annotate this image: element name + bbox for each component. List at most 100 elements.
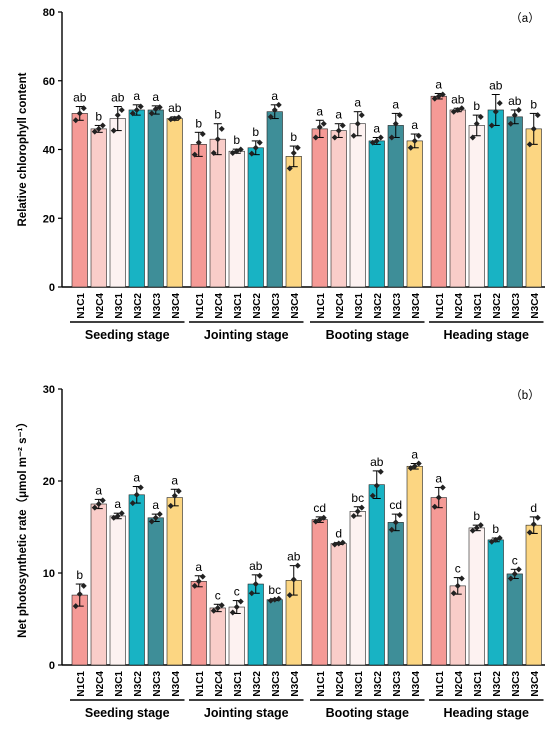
- significance-label: ab: [370, 455, 384, 469]
- data-point: [91, 128, 98, 135]
- significance-label: b: [195, 116, 202, 130]
- significance-label: a: [392, 97, 399, 111]
- category-label: N2C4: [95, 293, 106, 319]
- y-tick-label: 20: [43, 476, 55, 488]
- category-label: N3C4: [171, 671, 182, 697]
- significance-label: cd: [313, 501, 326, 515]
- data-point: [431, 95, 438, 102]
- bar-n2c4: [449, 109, 466, 288]
- data-point: [331, 541, 338, 548]
- bar-n3c4: [166, 497, 183, 666]
- data-point: [275, 101, 282, 108]
- data-point: [133, 491, 140, 498]
- group-label: Jointing stage: [204, 706, 289, 720]
- category-label: N3C2: [252, 293, 263, 319]
- data-point: [411, 137, 418, 144]
- data-point: [275, 595, 282, 602]
- bar-n3c3: [506, 116, 523, 288]
- bar-n3c1: [228, 606, 245, 666]
- data-point: [515, 106, 522, 113]
- category-label: N3C1: [233, 293, 244, 319]
- significance-label: a: [411, 448, 418, 462]
- data-point: [369, 492, 376, 499]
- significance-label: a: [152, 498, 159, 512]
- data-point: [133, 106, 140, 113]
- category-label: N3C3: [392, 671, 403, 697]
- data-point: [195, 578, 202, 585]
- data-point: [252, 144, 259, 151]
- significance-label: a: [435, 77, 442, 91]
- y-tick-label: 30: [43, 384, 55, 396]
- bar-n1c1: [430, 95, 447, 288]
- category-label: N1C1: [195, 293, 206, 319]
- data-point: [76, 591, 83, 598]
- data-point: [507, 575, 514, 582]
- chart-panel-a: 0 20 40 60 80 Relative chlorophyll content （a）…: [17, 7, 545, 342]
- bar-n3c3: [387, 125, 404, 288]
- significance-label: a: [354, 96, 361, 110]
- bar-n3c3: [266, 599, 283, 666]
- category-label: N3C1: [114, 293, 125, 319]
- data-point: [511, 570, 518, 577]
- category-label: N3C4: [290, 293, 301, 319]
- significance-label: c: [455, 562, 461, 576]
- significance-label: ab: [287, 550, 301, 564]
- data-point: [373, 482, 380, 489]
- chart-panel-b: 0 10 20 30 Net photosynthetic rate（μmol m⁻² …: [15, 384, 545, 720]
- bar-n3c1: [349, 123, 366, 288]
- bar-n2c4: [90, 128, 107, 288]
- data-point: [233, 604, 240, 611]
- significance-label: bc: [268, 583, 281, 597]
- y-tick-label: 40: [43, 145, 55, 157]
- data-point: [388, 526, 395, 533]
- significance-label: b: [492, 522, 499, 536]
- data-point: [118, 510, 125, 517]
- data-point: [195, 139, 202, 146]
- panel-label: （b）: [510, 389, 539, 402]
- significance-label: b: [95, 109, 102, 123]
- data-point: [492, 108, 499, 115]
- data-point: [237, 598, 244, 605]
- data-point: [320, 120, 327, 127]
- bar-n3c4: [406, 465, 423, 666]
- data-point: [294, 144, 301, 151]
- category-label: N3C4: [411, 671, 422, 697]
- category-label: N3C1: [354, 293, 365, 319]
- significance-label: ab: [111, 91, 125, 105]
- data-point: [515, 566, 522, 573]
- significance-label: a: [271, 89, 278, 103]
- bar-n3c3: [387, 522, 404, 666]
- category-label: N1C1: [76, 671, 87, 697]
- data-point: [290, 576, 297, 583]
- y-tick-label: 60: [43, 76, 55, 88]
- bar-n3c4: [525, 524, 542, 666]
- data-point: [377, 134, 384, 141]
- category-label: N3C2: [492, 671, 503, 697]
- category-label: N3C1: [354, 671, 365, 697]
- bar-n3c2: [487, 539, 504, 666]
- category-label: N3C4: [290, 671, 301, 697]
- data-point: [496, 535, 503, 542]
- y-axis-label: Relative chlorophyll content: [17, 72, 29, 226]
- bar-n3c2: [247, 147, 264, 288]
- category-label: N1C1: [316, 671, 327, 697]
- category-label: N3C3: [511, 293, 522, 319]
- data-point: [294, 562, 301, 569]
- category-label: N3C3: [152, 671, 163, 697]
- data-point: [167, 116, 174, 123]
- bar-n3c2: [368, 140, 385, 288]
- category-label: N1C1: [76, 293, 87, 319]
- category-label: N3C4: [411, 293, 422, 319]
- bar-n3c1: [228, 150, 245, 288]
- data-point: [148, 110, 155, 117]
- significance-label: a: [133, 471, 140, 485]
- category-label: N3C2: [133, 671, 144, 697]
- bar-n3c1: [109, 118, 126, 288]
- data-point: [458, 105, 465, 112]
- data-point: [290, 149, 297, 156]
- significance-label: b: [76, 568, 83, 582]
- category-label: N3C2: [133, 293, 144, 319]
- data-point: [80, 105, 87, 112]
- bar-n3c1: [468, 527, 485, 666]
